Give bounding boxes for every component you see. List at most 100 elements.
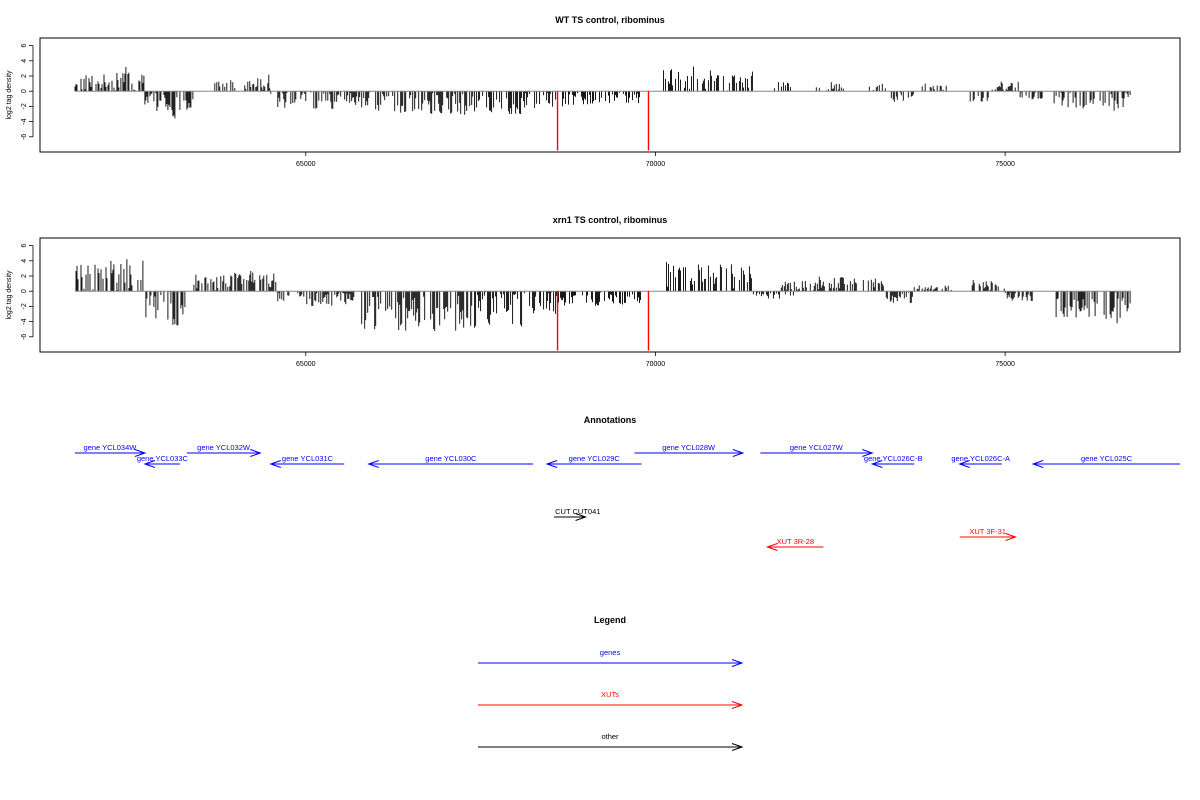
gene-label: gene YCL027W [790,443,844,452]
x-tick-label: 75000 [995,361,1015,368]
signal-region [885,291,913,304]
signal-region [991,81,1019,92]
y-tick-label: 4 [21,259,28,263]
annotation-features: gene YCL034W gene YCL033C gene YCL032W gene… [74,443,1180,551]
signal-region [277,291,305,302]
wt-axis-ticks: -6 -4 -2 0 2 4 6 65000 70000 75000 [21,44,1015,168]
xrn1-plot-frame [39,237,1181,353]
signal-region [243,81,257,92]
legend-items: genes XUTs other [478,648,744,751]
signal-region [167,291,186,326]
x-tick-label: 70000 [646,361,666,368]
arrow-head-icon [765,543,778,551]
signal-region [816,276,851,292]
arrow-head-icon [143,460,156,468]
other-feature: CUT CUT041 [554,507,600,521]
signal-region [780,281,816,292]
arrow-head-icon [367,460,379,468]
signal-region [523,91,557,108]
signal-region [1098,91,1131,111]
signal-region [361,291,418,331]
legend-item: genes [478,648,744,667]
signal-region [74,74,117,92]
signal-region [663,66,694,92]
signal-region [256,74,271,92]
signal-region [214,80,238,92]
signal-region [1096,291,1131,324]
y-tick-label: -6 [21,334,28,340]
signal-region [144,91,166,111]
x-tick-label: 70000 [646,161,666,168]
legend-label: other [601,732,619,741]
gene-label: gene YCL026C-A [951,454,1010,463]
signal-region [361,91,417,113]
signal-region [193,274,215,292]
annotations-title: Annotations [584,415,637,425]
signal-region [474,291,523,328]
xut-label: XUT 3F-31 [969,527,1006,536]
gene-label: gene YCL028W [662,443,716,452]
signal-region [110,259,144,292]
y-tick-label: 2 [21,74,28,78]
gene-feature: gene YCL025C [1031,454,1180,468]
signal-region [1055,291,1096,318]
signal-region [815,82,844,92]
gene-feature: gene YCL033C [137,454,189,468]
wt-bars [74,66,1132,151]
arrow-head-icon [870,460,883,468]
gene-feature: gene YCL034W [74,443,147,457]
gene-feature: gene YCL026C-A [951,454,1010,468]
signal-region [666,262,695,292]
arrow-head-icon [958,460,970,468]
signal-region [179,91,194,110]
signal-region [913,285,952,292]
arrow-head-icon [862,449,874,457]
xut-feature: XUT 3R-28 [765,537,824,551]
signal-region [524,291,558,314]
legend-title: Legend [594,615,626,625]
signal-region [971,280,1005,292]
gene-label: gene YCL032W [197,443,251,452]
signal-region [868,83,886,92]
gene-label: gene YCL034W [84,443,138,452]
signal-region [306,291,355,306]
signal-region [752,291,794,299]
signal-region [215,271,257,292]
arrow-head-icon [134,449,147,457]
arrow-head-icon [1031,460,1044,468]
xrn1-track-panel: xrn1 TS control, ribominus log2 tag dens… [6,215,1181,368]
legend-item: other [478,732,744,751]
signal-region [75,264,108,292]
y-tick-label: -4 [21,118,28,124]
signal-region [1019,91,1047,100]
signal-region [889,91,914,102]
y-tick-label: 6 [21,44,28,48]
xut-label: XUT 3R-28 [777,537,814,546]
gene-feature: gene YCL028W [634,443,745,457]
gene-feature: gene YCL027W [760,443,874,457]
xrn1-bars [74,259,1132,351]
legend-label: genes [600,648,621,657]
signal-region [599,291,641,305]
gene-label: gene YCL025C [1081,454,1133,463]
y-tick-label: -6 [21,134,28,140]
signal-region [270,91,297,108]
arrow-head-icon [731,659,744,667]
arrow-head-icon [731,701,744,709]
signal-region [116,66,145,92]
signal-region [726,71,753,92]
signal-region [725,264,752,292]
xrn1-axis-ticks: -6 -4 -2 0 2 4 6 65000 70000 75000 [21,244,1015,368]
xrn1-track-title: xrn1 TS control, ribominus [553,215,668,225]
xut-feature: XUT 3F-31 [959,527,1018,541]
y-tick-label: 4 [21,59,28,63]
signal-region [145,291,165,319]
gene-label: gene YCL026C-B [864,454,923,463]
gene-feature: gene YCL032W [186,443,262,457]
y-tick-label: 0 [21,289,28,293]
x-tick-label: 65000 [296,161,316,168]
signal-region [557,91,606,107]
y-tick-label: 6 [21,244,28,248]
gene-label: gene YCL031C [282,454,334,463]
